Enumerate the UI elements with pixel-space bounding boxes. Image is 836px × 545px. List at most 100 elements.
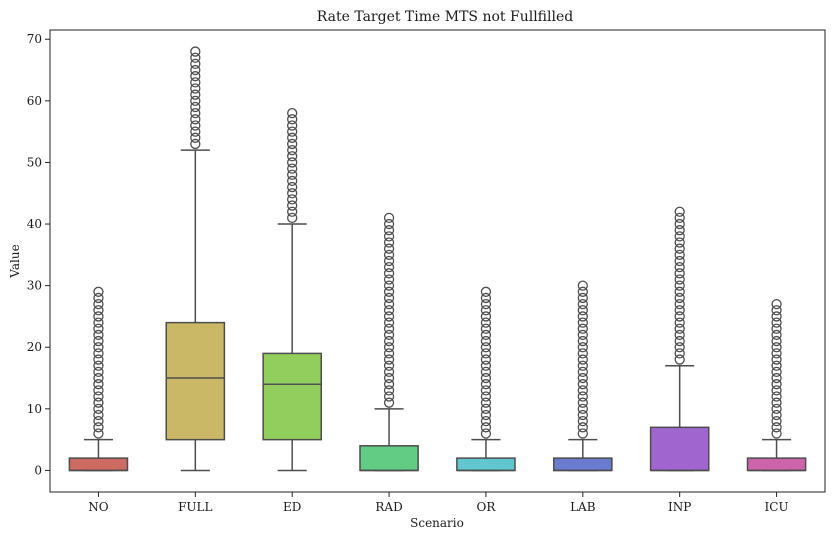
outlier-point (674, 206, 685, 217)
outlier-point (383, 354, 395, 365)
outlier-point (480, 348, 492, 359)
outlier-point (93, 311, 104, 322)
outlier-point (480, 385, 492, 396)
outlier-point (480, 305, 492, 316)
outlier-point (383, 305, 395, 316)
outliers (480, 286, 492, 439)
outlier-point (93, 391, 104, 402)
outlier-point (287, 188, 298, 199)
outlier-point (93, 422, 104, 433)
x-tick-label: LAB (570, 500, 596, 514)
outlier-point (190, 46, 201, 57)
box-group-no (68, 286, 129, 472)
outlier-point (674, 225, 685, 236)
outlier-point (93, 305, 104, 316)
outlier-point (577, 342, 588, 353)
outlier-point (480, 366, 492, 378)
box (68, 457, 129, 472)
x-tick-label: ICU (765, 500, 789, 514)
outlier-point (287, 175, 298, 187)
outlier-point (383, 225, 395, 236)
y-tick-label: 70 (27, 32, 42, 46)
outlier-point (480, 317, 492, 328)
outlier-point (674, 218, 685, 230)
outlier-point (383, 342, 395, 353)
outlier-point (190, 83, 201, 94)
outlier-point (93, 354, 104, 365)
box-group-ed (262, 108, 322, 472)
outlier-point (674, 237, 685, 248)
outliers (771, 298, 782, 439)
outlier-point (287, 212, 298, 224)
outlier-point (771, 428, 782, 439)
y-tick-label: 0 (34, 463, 42, 477)
outlier-point (771, 323, 782, 334)
y-tick-label: 60 (27, 94, 42, 108)
outlier-point (93, 286, 104, 297)
outlier-point (93, 372, 104, 384)
outliers (287, 108, 298, 224)
box (262, 352, 322, 441)
axes-frame (49, 29, 826, 493)
outlier-point (480, 397, 492, 408)
y-axis-label: Value (8, 244, 22, 278)
outlier-point (577, 354, 588, 365)
outlier-point (771, 354, 782, 365)
box (553, 457, 613, 472)
outlier-point (577, 428, 588, 439)
y-tick-label: 20 (27, 340, 42, 354)
box (456, 457, 516, 472)
outlier-point (383, 280, 395, 291)
outlier-point (480, 286, 492, 297)
outlier-point (771, 416, 782, 427)
outlier-point (577, 422, 588, 433)
outlier-point (93, 385, 104, 396)
outlier-point (674, 212, 685, 224)
box (359, 445, 419, 472)
outlier-point (383, 255, 395, 267)
outlier-point (674, 249, 685, 260)
outlier-point (287, 138, 298, 150)
outlier-point (190, 77, 201, 88)
outlier-point (93, 379, 104, 390)
outlier-point (771, 305, 782, 316)
outlier-point (190, 108, 201, 119)
outlier-point (577, 329, 588, 341)
x-axis-label: Scenario (410, 516, 464, 530)
outlier-point (577, 416, 588, 427)
outliers (674, 206, 685, 365)
outlier-point (190, 114, 201, 125)
outlier-point (383, 237, 395, 248)
outlier-point (383, 372, 395, 384)
outlier-point (287, 108, 298, 119)
outlier-point (190, 95, 201, 106)
box-group-inp (649, 206, 710, 472)
outlier-point (287, 206, 298, 217)
outlier-point (93, 397, 104, 408)
outlier-point (287, 126, 298, 137)
outlier-point (190, 126, 201, 137)
outlier-point (480, 403, 492, 414)
outlier-point (383, 218, 395, 230)
outlier-point (287, 169, 298, 180)
outlier-point (480, 428, 492, 439)
outlier-point (383, 348, 395, 359)
outlier-point (771, 317, 782, 328)
outlier-point (383, 268, 395, 279)
plot-area (68, 46, 807, 472)
outliers (577, 280, 588, 439)
y-tick-label: 50 (27, 155, 42, 169)
outlier-point (771, 360, 782, 371)
outlier-point (93, 348, 104, 359)
box (746, 457, 807, 472)
outlier-point (771, 397, 782, 408)
outlier-point (480, 360, 492, 371)
outlier-point (480, 409, 492, 421)
box (165, 321, 226, 441)
outlier-point (674, 317, 685, 328)
outlier-point (577, 372, 588, 384)
outlier-point (190, 101, 201, 113)
x-tick-label: FULL (178, 500, 212, 514)
outlier-point (577, 348, 588, 359)
